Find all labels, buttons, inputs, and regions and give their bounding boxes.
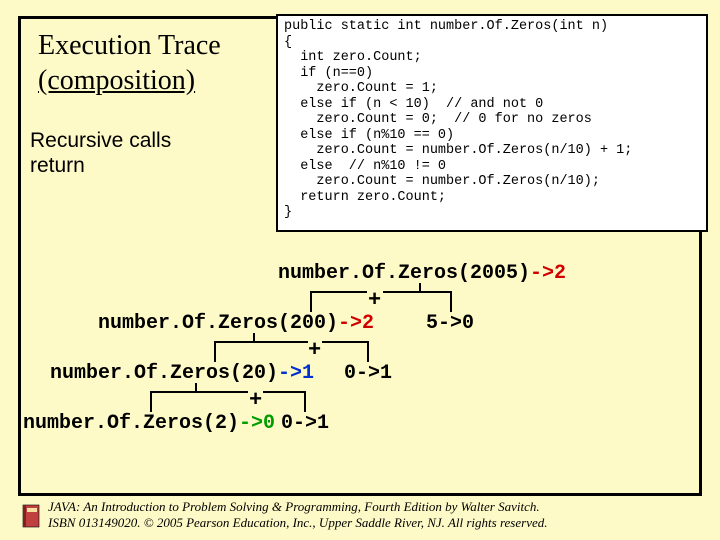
connector [214, 342, 216, 362]
code-box: public static int number.Of.Zeros(int n)… [276, 14, 708, 232]
trace-call-text: number.Of.Zeros(2005) [278, 262, 530, 285]
trace-leaf-0b: 0->1 [281, 412, 329, 435]
connector [383, 291, 452, 293]
trace-leaf-5: 5->0 [426, 312, 474, 335]
footer-line2: ISBN 013149020. © 2005 Pearson Education… [48, 515, 547, 531]
connector [450, 292, 452, 312]
connector [304, 392, 306, 412]
trace-call-text: number.Of.Zeros(20) [50, 362, 278, 385]
subtitle-line1: Recursive calls [30, 128, 171, 153]
connector [263, 391, 306, 393]
connector [150, 391, 248, 393]
slide-title: Execution Trace (composition) [38, 28, 221, 98]
footer-citation: JAVA: An Introduction to Problem Solving… [48, 499, 547, 532]
trace-call-200: number.Of.Zeros(200)->2 [98, 312, 374, 335]
connector [214, 341, 308, 343]
trace-call-text: number.Of.Zeros(200) [98, 312, 338, 335]
trace-call-20: number.Of.Zeros(20)->1 [50, 362, 314, 385]
slide-subtitle: Recursive calls return [30, 128, 171, 178]
trace-return: ->2 [338, 312, 374, 335]
connector [367, 342, 369, 362]
connector [322, 341, 369, 343]
plus-icon: + [249, 388, 262, 413]
connector [310, 291, 367, 293]
trace-return: ->1 [278, 362, 314, 385]
trace-call-2: number.Of.Zeros(2)->0 [23, 412, 275, 435]
trace-leaf-0a: 0->1 [344, 362, 392, 385]
trace-call-text: number.Of.Zeros(2) [23, 412, 239, 435]
trace-return: ->2 [530, 262, 566, 285]
title-line1: Execution Trace [38, 28, 221, 63]
code-text: public static int number.Of.Zeros(int n)… [284, 19, 700, 221]
plus-icon: + [308, 338, 321, 363]
footer-line1: JAVA: An Introduction to Problem Solving… [48, 499, 547, 515]
title-line2: (composition) [38, 63, 221, 98]
book-icon [20, 503, 42, 529]
connector [310, 292, 312, 312]
trace-return: ->0 [239, 412, 275, 435]
trace-call-2005: number.Of.Zeros(2005)->2 [278, 262, 566, 285]
subtitle-line2: return [30, 153, 171, 178]
connector [150, 392, 152, 412]
plus-icon: + [368, 288, 381, 313]
